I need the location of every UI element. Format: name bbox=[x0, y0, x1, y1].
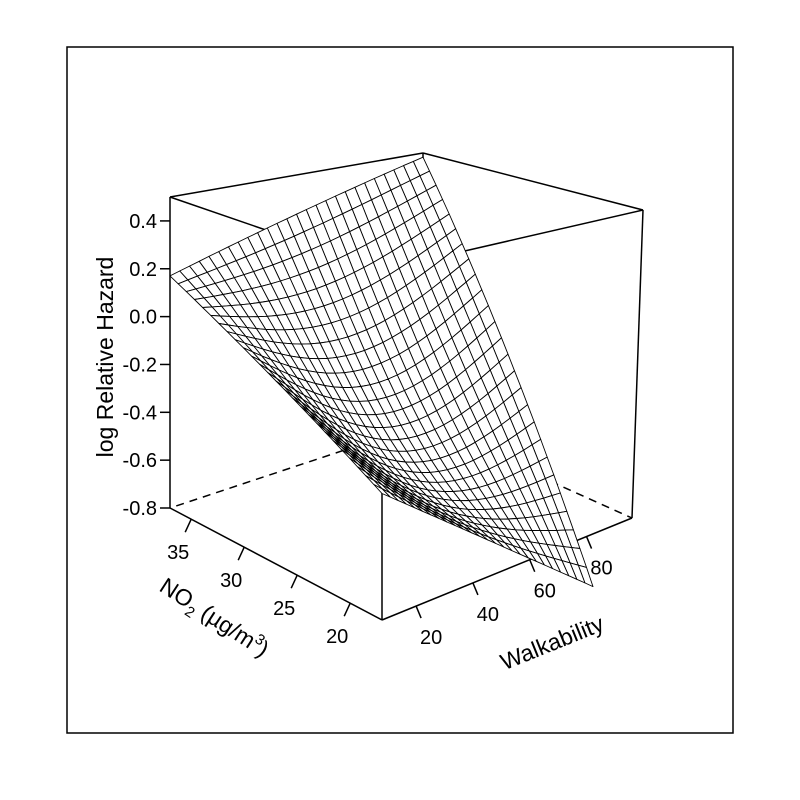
no2-tick-label: 25 bbox=[273, 598, 295, 620]
walkability-tick-mark bbox=[529, 559, 536, 573]
box-edge bbox=[422, 152, 644, 211]
z-tick-label: 0.0 bbox=[129, 307, 157, 329]
no2-axis-label: NO2 (µg/m3) bbox=[153, 572, 275, 667]
z-tick-label: -0.2 bbox=[123, 354, 157, 376]
walkability-axis-ticks: 20 40 60 80 bbox=[415, 536, 613, 649]
box-edge bbox=[169, 507, 383, 621]
plot-frame bbox=[66, 46, 734, 734]
z-tick-label: -0.6 bbox=[123, 450, 157, 472]
surface-cell bbox=[373, 484, 391, 498]
walkability-tick-label: 60 bbox=[534, 581, 556, 603]
z-tick-label: 0.4 bbox=[129, 211, 157, 233]
surface-mesh bbox=[169, 156, 594, 588]
walkability-tick-label: 40 bbox=[477, 604, 499, 626]
walkability-tick-label: 20 bbox=[420, 627, 442, 649]
z-axis-label: log Relative Hazard bbox=[92, 257, 118, 458]
z-tick-label: -0.8 bbox=[123, 498, 157, 520]
walkability-tick-mark bbox=[585, 536, 593, 549]
z-axis-ticks: 0.4 0.2 0.0 -0.2 -0.4 -0.6 -0.8 bbox=[123, 211, 170, 520]
no2-tick-mark bbox=[343, 602, 351, 617]
no2-label-unit: (µg/m bbox=[191, 596, 260, 654]
z-tick-label: 0.2 bbox=[129, 259, 157, 281]
walkability-tick-mark bbox=[472, 582, 479, 596]
no2-axis-ticks: 20 25 30 35 bbox=[167, 518, 351, 648]
walkability-axis-label: Walkability bbox=[497, 610, 608, 675]
no2-tick-label: 35 bbox=[167, 542, 189, 564]
walkability-tick-label: 80 bbox=[590, 558, 612, 580]
no2-tick-mark bbox=[237, 546, 245, 561]
no2-tick-label: 20 bbox=[326, 626, 348, 648]
box-edge bbox=[169, 152, 424, 198]
no2-tick-label: 30 bbox=[220, 570, 242, 592]
box-edge bbox=[631, 209, 644, 519]
walkability-tick-mark bbox=[415, 605, 422, 619]
no2-tick-mark bbox=[184, 518, 192, 533]
box-edge bbox=[381, 517, 633, 621]
no2-tick-mark bbox=[290, 574, 298, 589]
z-tick-label: -0.4 bbox=[123, 402, 157, 424]
